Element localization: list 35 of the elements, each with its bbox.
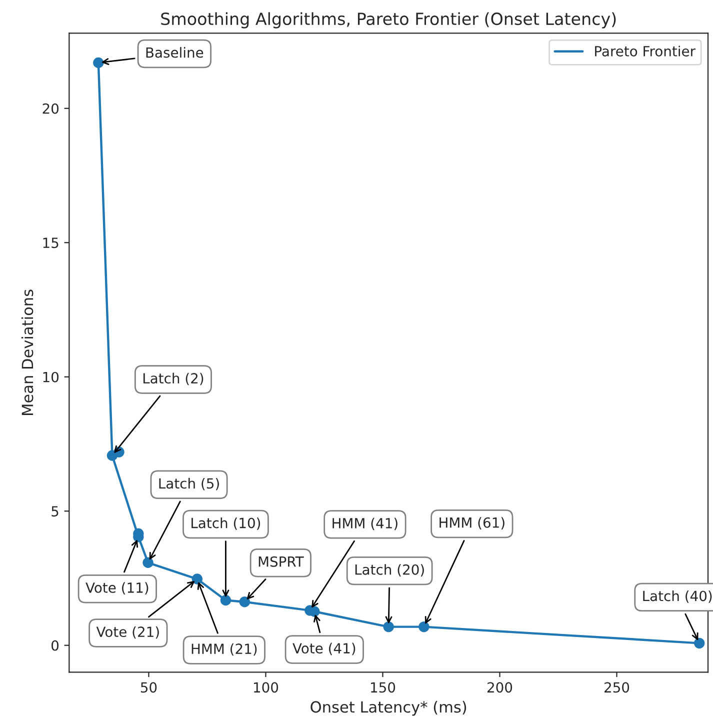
x-axis-title: Onset Latency* (ms) (310, 700, 466, 716)
annotation: Latch (40) (643, 590, 712, 603)
annotation: HMM (61) (440, 517, 504, 530)
point (142, 557, 154, 568)
x-tick-label: 150 (371, 682, 396, 693)
annotation: Latch (5) (159, 478, 219, 490)
annotation: Latch (20) (355, 564, 424, 576)
point (418, 621, 430, 632)
legend-label: Pareto Frontier (595, 46, 696, 56)
annotation: HMM (21) (192, 643, 257, 656)
annotation: Vote (41) (292, 642, 356, 656)
y-tick-label: 20 (42, 103, 59, 114)
annotation: Baseline (146, 47, 204, 58)
x-tick-label: 100 (254, 682, 278, 693)
annotation: Vote (21) (96, 626, 159, 639)
y-axis-title: Mean Deviations (21, 290, 34, 415)
x-tick-label: 50 (140, 682, 157, 693)
annotation: Latch (2) (143, 372, 204, 386)
y-tick-label: 15 (43, 238, 58, 248)
point (93, 57, 104, 68)
annotation: HMM (41) (332, 518, 398, 530)
y-tick-label: 10 (43, 372, 59, 382)
y-tick-label: 5 (52, 506, 58, 517)
annotation: Vote (11) (86, 582, 148, 595)
x-tick-label: 250 (604, 682, 630, 693)
point (192, 574, 203, 584)
y-tick-label: 0 (52, 640, 59, 651)
annotation: Latch (10) (192, 518, 260, 530)
point (220, 594, 232, 606)
annotation: MSPRT (258, 556, 304, 567)
point (694, 638, 705, 649)
chart-title: Smoothing Algorithms, Pareto Frontier (Onset Latency) (161, 12, 616, 28)
point (239, 596, 250, 608)
point (383, 621, 394, 632)
x-tick-label: 200 (488, 682, 512, 693)
